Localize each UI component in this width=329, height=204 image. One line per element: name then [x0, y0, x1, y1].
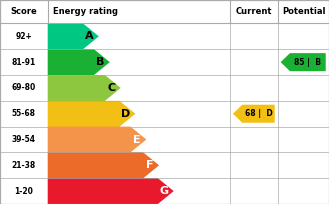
Bar — [83, 23, 230, 49]
Text: Potential: Potential — [282, 7, 325, 16]
Bar — [131, 127, 230, 152]
Bar — [143, 152, 230, 178]
Bar — [48, 75, 230, 101]
Bar — [0, 127, 48, 152]
Bar — [0, 178, 48, 204]
Bar — [0, 49, 48, 75]
Polygon shape — [48, 49, 110, 75]
Text: F: F — [146, 160, 153, 170]
Text: Current: Current — [236, 7, 272, 16]
Text: 39-54: 39-54 — [12, 135, 36, 144]
Bar — [105, 75, 230, 101]
Polygon shape — [48, 75, 121, 101]
Bar — [0, 23, 48, 49]
Text: Score: Score — [11, 7, 37, 16]
Bar — [0, 75, 48, 101]
Text: 68 |  D: 68 | D — [244, 109, 272, 118]
Polygon shape — [48, 101, 135, 127]
Bar — [48, 49, 230, 75]
Polygon shape — [48, 152, 159, 178]
Text: 85 |  B: 85 | B — [294, 58, 321, 67]
Text: C: C — [107, 83, 115, 93]
Bar — [0, 101, 48, 127]
Bar — [0, 152, 48, 178]
Text: D: D — [121, 109, 131, 119]
Text: A: A — [85, 31, 94, 41]
Polygon shape — [233, 105, 275, 123]
Polygon shape — [281, 53, 326, 71]
Text: G: G — [160, 186, 169, 196]
Polygon shape — [48, 127, 146, 152]
Text: 55-68: 55-68 — [12, 109, 36, 118]
Text: E: E — [133, 134, 140, 144]
Bar — [0, 0, 329, 23]
Polygon shape — [48, 23, 99, 49]
Bar — [48, 23, 230, 49]
Text: B: B — [96, 57, 105, 67]
Bar — [94, 49, 230, 75]
Bar — [48, 101, 230, 127]
Text: 1-20: 1-20 — [14, 187, 33, 196]
Bar — [158, 178, 230, 204]
Bar — [48, 152, 230, 178]
Text: 21-38: 21-38 — [12, 161, 36, 170]
Text: 92+: 92+ — [15, 32, 32, 41]
Text: 69-80: 69-80 — [12, 83, 36, 92]
Bar — [48, 178, 230, 204]
Bar — [48, 127, 230, 152]
Polygon shape — [48, 178, 174, 204]
Text: 81-91: 81-91 — [12, 58, 36, 67]
Text: Energy rating: Energy rating — [53, 7, 118, 16]
Bar — [119, 101, 230, 127]
